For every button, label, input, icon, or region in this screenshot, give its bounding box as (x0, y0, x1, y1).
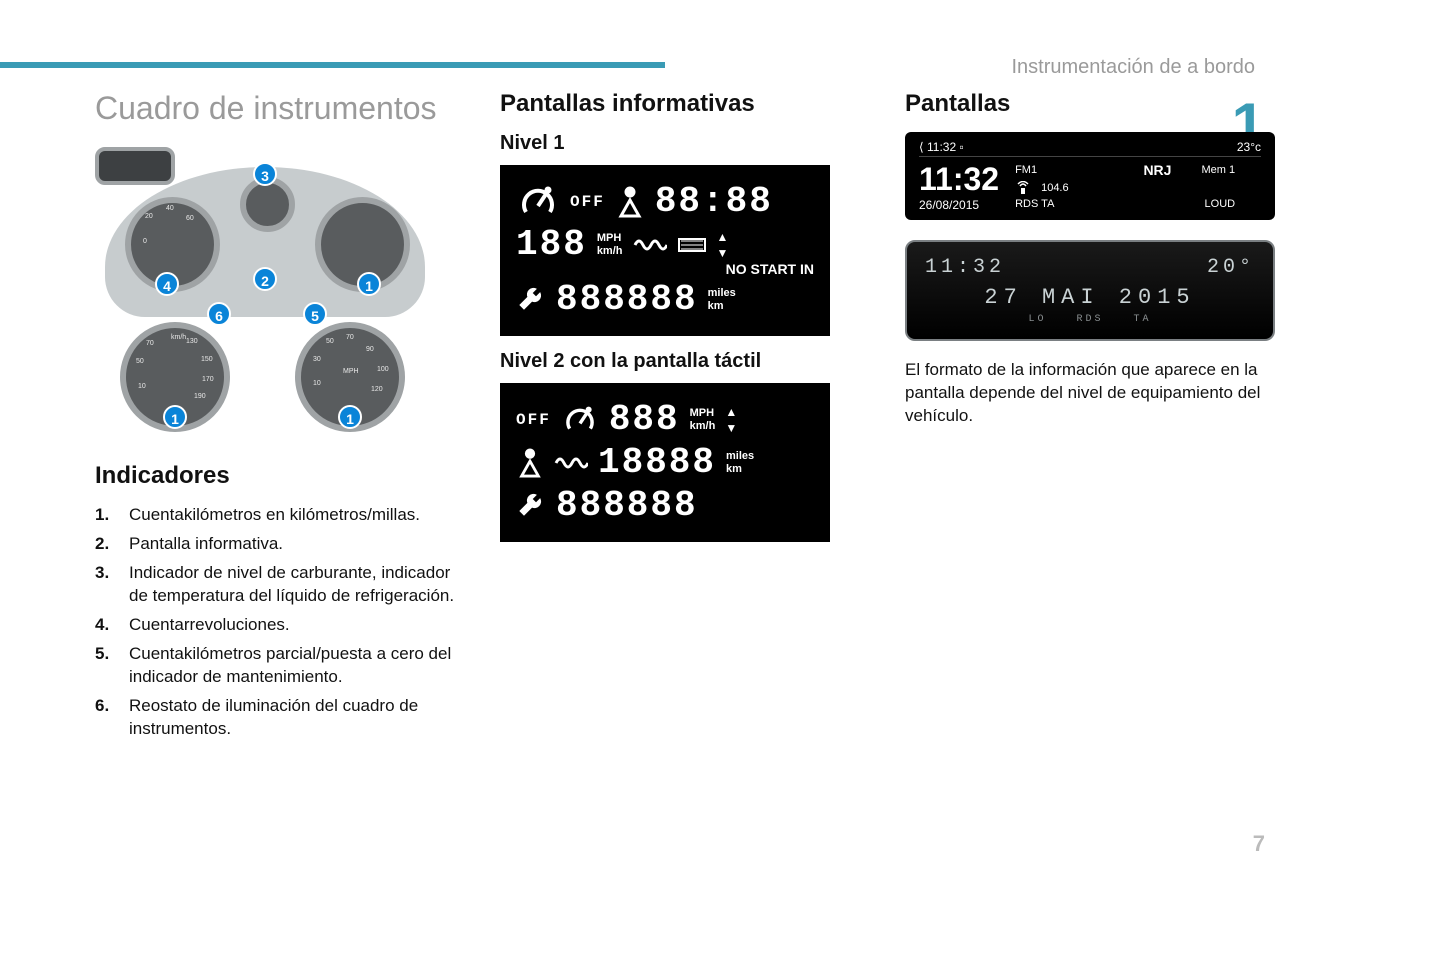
radio-top-time: 11:32 (927, 140, 956, 154)
col2-title: Pantallas informativas (500, 90, 865, 118)
radio-display: ⟨ 11:32 ▫ 23°c 11:32 26/08/2015 FM1NRJMe… (905, 132, 1275, 220)
segment-display: 11:32 20° 27 MAI 2015 LO RDS TA (905, 240, 1275, 341)
content-columns: Cuadro de instrumentos 0 20 40 60 10 50 … (95, 90, 1275, 746)
dashboard-illustration: 0 20 40 60 10 50 70 km/h 130 150 170 190… (95, 147, 435, 437)
page-header: Instrumentación de a bordo (1012, 56, 1256, 79)
speed-readout: 188 (516, 224, 587, 265)
radio-rds: RDS TA (1015, 197, 1054, 212)
lcd-nivel1: OFF 88:88 188 MPHkm/h ▲▼ NO START IN 888… (500, 165, 830, 336)
radio-date: 26/08/2015 (919, 198, 999, 212)
radio-freq: 104.6 (1041, 181, 1069, 196)
radio-band: FM1 (1015, 163, 1037, 178)
radio-loud: LOUD (1205, 197, 1236, 212)
odo-readout-2: 888888 (556, 485, 698, 526)
col1-title: Cuadro de instrumentos (95, 90, 460, 127)
seatbelt-icon-2 (516, 446, 544, 480)
seg-date: 27 MAI 2015 (925, 285, 1255, 310)
odo-readout: 888888 (556, 279, 698, 320)
list-item: 1.Cuentakilómetros en kilómetros/millas. (95, 504, 460, 527)
seg-temp: 20° (1207, 256, 1255, 279)
radio-big-time: 11:32 (919, 161, 999, 198)
column-2: Pantallas informativas Nivel 1 OFF 88:88… (500, 90, 865, 746)
list-item: 6.Reostato de iluminación del cuadro de … (95, 695, 460, 741)
nostart-label: NO START IN (726, 261, 814, 277)
radio-mem: Mem 1 (1201, 163, 1235, 178)
list-item: 4.Cuentarrevoluciones. (95, 614, 460, 637)
callout-1-br: 1 (338, 405, 362, 429)
callout-2: 2 (253, 267, 277, 291)
radio-top-temp: 23°c (1237, 140, 1261, 154)
col3-body: El formato de la información que aparece… (905, 359, 1275, 428)
glowplug-icon (633, 235, 667, 255)
filter-icon (677, 235, 707, 255)
list-item: 5.Cuentakilómetros parcial/puesta a cero… (95, 643, 460, 689)
wrench-icon (516, 285, 546, 315)
off-label: OFF (570, 193, 605, 211)
col3-title: Pantallas (905, 90, 1275, 118)
cruise-icon (516, 184, 560, 220)
column-3: Pantallas ⟨ 11:32 ▫ 23°c 11:32 26/08/201… (905, 90, 1275, 746)
page-number: 7 (1253, 831, 1265, 857)
nivel2-title: Nivel 2 con la pantalla táctil (500, 350, 865, 373)
trip-readout: 18888 (598, 442, 716, 483)
cruise-icon-2 (561, 404, 599, 436)
seg-rds: RDS (1076, 314, 1103, 325)
arrow-icons-2: ▲▼ (725, 405, 737, 435)
wrench-icon-2 (516, 491, 546, 521)
arrow-icons: ▲▼ (717, 230, 729, 260)
list-item: 3.Indicador de nivel de carburante, indi… (95, 562, 460, 608)
off-label-2: OFF (516, 411, 551, 429)
indicador-list: 1.Cuentakilómetros en kilómetros/millas.… (95, 504, 460, 740)
callout-1: 1 (357, 272, 381, 296)
odo-units: mileskm (708, 287, 736, 311)
trip-units: mileskm (726, 450, 754, 474)
speed-readout-2: 888 (609, 399, 680, 440)
indicadores-title: Indicadores (95, 462, 460, 490)
speed-units-2: MPHkm/h (690, 407, 716, 431)
seg-lo: LO (1028, 314, 1046, 325)
seg-ta: TA (1134, 314, 1152, 325)
antenna-icon (1015, 181, 1031, 197)
callout-5: 5 (303, 302, 327, 326)
callout-1-bl: 1 (163, 405, 187, 429)
callout-4: 4 (155, 272, 179, 296)
column-1: Cuadro de instrumentos 0 20 40 60 10 50 … (95, 90, 460, 746)
seg-time: 11:32 (925, 256, 1005, 279)
list-item: 2.Pantalla informativa. (95, 533, 460, 556)
callout-3: 3 (253, 162, 277, 186)
top-accent-bar (0, 62, 665, 68)
speed-units: MPHkm/h (597, 232, 623, 256)
callout-6: 6 (207, 302, 231, 326)
clock-readout: 88:88 (655, 181, 773, 222)
nivel1-title: Nivel 1 (500, 132, 865, 155)
radio-station: NRJ (1143, 161, 1171, 181)
info-display (95, 147, 175, 185)
lcd-nivel2: OFF 888 MPHkm/h ▲▼ 18888 mileskm 888888 (500, 383, 830, 542)
seatbelt-icon (615, 184, 645, 220)
glowplug-icon-2 (554, 453, 588, 473)
